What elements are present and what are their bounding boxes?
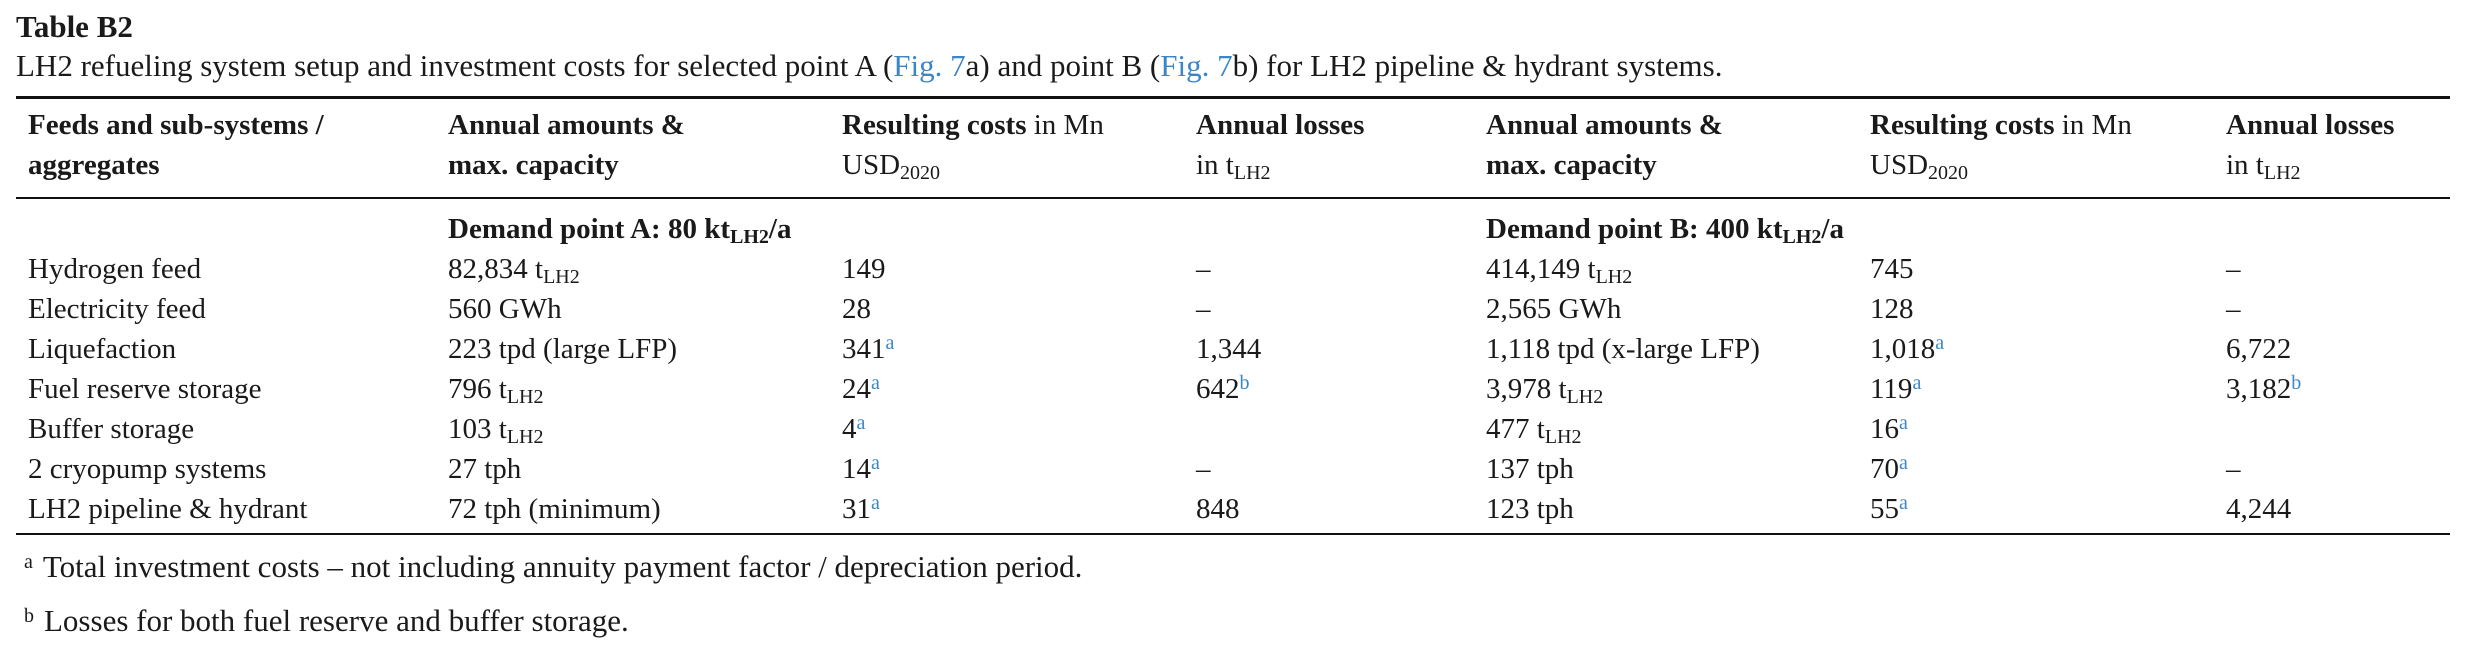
header-costs-b: Resulting costs in Mn USD2020 <box>1858 96 2214 199</box>
footnote-ref[interactable]: a <box>1935 332 1945 354</box>
footnote-ref[interactable]: a <box>1899 412 1908 434</box>
amount-b-cell: 123 tph <box>1474 489 1858 535</box>
header-costs-a: Resulting costs in Mn USD2020 <box>830 96 1184 199</box>
amount-a-cell: 560 GWh <box>448 293 562 325</box>
footnote-ref[interactable]: a <box>871 372 880 394</box>
cost-a-cell: 28 <box>842 293 871 325</box>
amount-a-cell: 82,834 tLH2 <box>448 253 580 288</box>
header-amounts-a: Annual amounts & max. capacity <box>436 96 830 199</box>
caption-text-2: a) and point B ( <box>965 48 1161 83</box>
loss-a-cell: 642b <box>1196 372 1250 405</box>
footnote: b Losses for both fuel reserve and buffer… <box>24 599 2450 643</box>
cost-a-cell: 14a <box>842 452 880 485</box>
amount-a-cell: 72 tph (minimum) <box>436 489 830 535</box>
cost-a-cell: 24a <box>842 372 880 405</box>
footnote-ref[interactable]: a <box>871 452 880 474</box>
caption-text-1: LH2 refueling system setup and investmen… <box>16 48 894 83</box>
footnote-text: Losses for both fuel reserve and buffer … <box>44 603 629 638</box>
footnote-ref[interactable]: b <box>2291 372 2302 394</box>
footnote-ref[interactable]: a <box>856 412 866 434</box>
caption-text-3: b) for LH2 pipeline & hydrant systems. <box>1232 48 1723 83</box>
figure-link-b[interactable]: Fig. 7 <box>1160 48 1233 83</box>
table-row: Hydrogen feed 82,834 tLH2 149 – 414,149 tLH2… <box>16 249 2450 289</box>
cost-b-cell: 70a <box>1870 452 1908 485</box>
group-label-a: Demand point A: 80 ktLH2/a <box>448 213 792 248</box>
header-amounts-b: Annual amounts & max. capacity <box>1474 96 1858 199</box>
table-row: 2 cryopump systems 27 tph 14a – 137 tph 70a – <box>16 449 2450 489</box>
loss-b-cell: 6,722 <box>2226 333 2292 365</box>
footnote-mark: b <box>24 605 34 627</box>
footnotes: a Total investment costs – not including … <box>16 545 2450 643</box>
row-name-cell: Buffer storage <box>28 413 195 445</box>
header-losses-b: Annual losses in tLH2 <box>2214 96 2450 199</box>
footnote-ref[interactable]: b <box>1239 372 1250 394</box>
cost-b-cell: 128 <box>1870 293 1914 325</box>
amount-b-cell: 137 tph <box>1486 453 1574 485</box>
loss-b-cell: 3,182b <box>2226 372 2302 405</box>
amount-b-cell: 2,565 GWh <box>1486 293 1622 325</box>
amount-b-cell: 1,118 tpd (x-large LFP) <box>1486 333 1760 365</box>
cost-b-cell: 55a <box>1858 489 2214 535</box>
header-losses-a: Annual losses in tLH2 <box>1184 96 1474 199</box>
loss-b-cell: – <box>2226 293 2241 325</box>
loss-b-cell: – <box>2226 253 2241 285</box>
amount-b-cell: 477 tLH2 <box>1486 413 1582 448</box>
table-caption: LH2 refueling system setup and investmen… <box>16 46 2450 86</box>
table-label: Table B2 <box>16 9 133 44</box>
loss-b-cell: 4,244 <box>2214 489 2450 535</box>
amount-a-cell: 223 tpd (large LFP) <box>448 333 678 365</box>
amount-a-cell: 27 tph <box>448 453 522 485</box>
cost-b-cell: 1,018a <box>1870 332 1945 365</box>
row-name-cell: Liquefaction <box>28 333 177 365</box>
table-row: Liquefaction 223 tpd (large LFP) 341a 1,344… <box>16 329 2450 369</box>
cost-a-cell: 4a <box>842 412 866 445</box>
cost-b-cell: 119a <box>1870 372 1922 405</box>
amount-a-cell: 796 tLH2 <box>448 373 544 408</box>
amount-b-cell: 414,149 tLH2 <box>1486 253 1633 288</box>
cost-b-cell: 16a <box>1870 412 1908 445</box>
loss-a-cell: – <box>1196 453 1211 485</box>
footnote-ref[interactable]: a <box>1912 372 1922 394</box>
cost-a-cell: 341a <box>842 332 895 365</box>
loss-a-cell: – <box>1196 253 1211 285</box>
cost-a-cell: 149 <box>842 253 886 285</box>
header-feeds: Feeds and sub-systems / aggregates <box>16 96 436 199</box>
footnote: a Total investment costs – not including … <box>24 545 2450 589</box>
group-label-b: Demand point B: 400 ktLH2/a <box>1486 213 1844 248</box>
table-row: Fuel reserve storage 796 tLH2 24a 642b 3,978… <box>16 369 2450 409</box>
row-name-cell: Fuel reserve storage <box>28 373 262 405</box>
cost-b-cell: 745 <box>1870 253 1914 285</box>
table-row: Electricity feed 560 GWh 28 – 2,565 GWh 128 – <box>16 289 2450 329</box>
cost-a-cell: 31a <box>830 489 1184 535</box>
row-name-cell: 2 cryopump systems <box>28 453 267 485</box>
loss-a-cell: 848 <box>1184 489 1474 535</box>
footnote-text: Total investment costs – not including a… <box>42 549 1083 584</box>
footnote-ref[interactable]: a <box>871 492 880 514</box>
loss-b-cell <box>2214 409 2450 449</box>
amount-a-cell: 103 tLH2 <box>448 413 544 448</box>
amount-b-cell: 3,978 tLH2 <box>1486 373 1604 408</box>
footnote-ref[interactable]: a <box>1899 492 1908 514</box>
footnote-ref[interactable]: a <box>1899 452 1908 474</box>
table-row: LH2 pipeline & hydrant 72 tph (minimum) 31… <box>16 489 2450 535</box>
row-name-cell: LH2 pipeline & hydrant <box>16 489 436 535</box>
cost-table: Feeds and sub-systems / aggregates Annual… <box>16 96 2450 535</box>
row-name-cell: Electricity feed <box>28 293 206 325</box>
header-row: Feeds and sub-systems / aggregates Annual… <box>16 96 2450 199</box>
loss-b-cell: – <box>2226 453 2241 485</box>
footnote-mark: a <box>24 551 33 573</box>
loss-a-cell: 1,344 <box>1196 333 1262 365</box>
row-name-cell: Hydrogen feed <box>28 253 202 285</box>
loss-a-cell: – <box>1196 293 1211 325</box>
table-row: Buffer storage 103 tLH2 4a 477 tLH2 16a <box>16 409 2450 449</box>
group-header-row: Demand point A: 80 ktLH2/a Demand point … <box>16 198 2450 249</box>
loss-a-cell <box>1184 409 1474 449</box>
figure-link-a[interactable]: Fig. 7 <box>893 48 966 83</box>
footnote-ref[interactable]: a <box>885 332 895 354</box>
